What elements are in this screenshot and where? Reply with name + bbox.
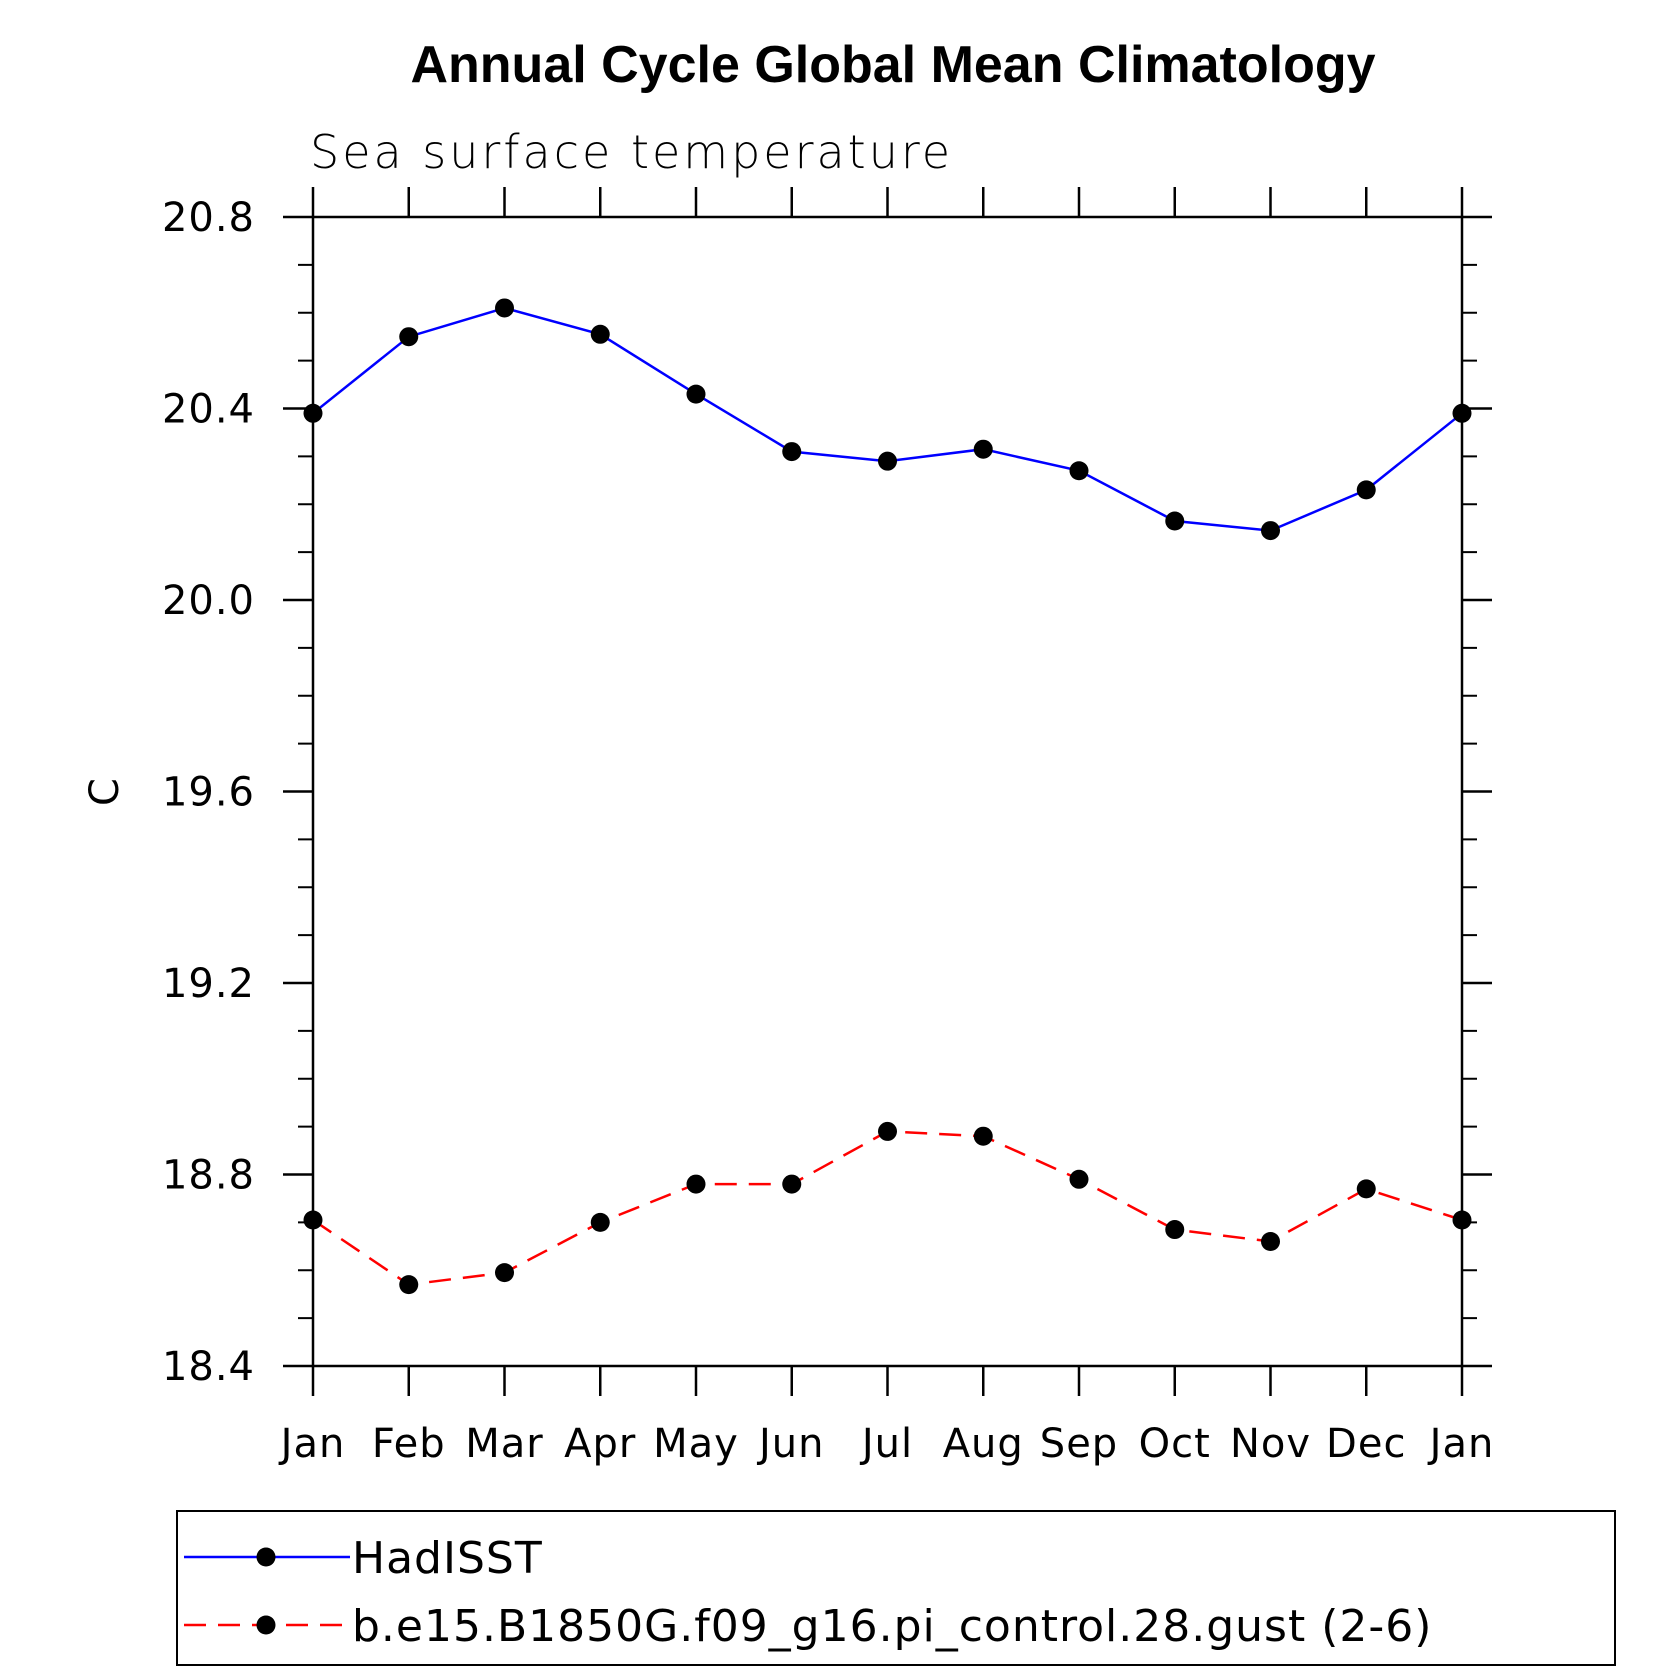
x-tick-label: Feb xyxy=(372,1421,446,1467)
x-tick-label: Mar xyxy=(465,1421,543,1467)
data-point-series-0 xyxy=(399,327,419,347)
data-point-series-0 xyxy=(878,451,897,471)
data-point-series-1 xyxy=(1356,1179,1376,1199)
data-point-series-1 xyxy=(1261,1232,1280,1252)
series-line-1 xyxy=(312,1130,1463,1286)
y-tick-label: 18.8 xyxy=(162,1153,255,1199)
data-point-series-0 xyxy=(590,324,610,344)
data-point-series-1 xyxy=(590,1212,610,1232)
data-point-series-0 xyxy=(1261,521,1280,541)
data-point-series-0 xyxy=(1165,511,1185,531)
chart-title: Annual Cycle Global Mean Climatology xyxy=(410,36,1375,94)
data-point-series-0 xyxy=(303,403,323,423)
data-point-series-1 xyxy=(782,1174,802,1194)
x-tick-label: Jan xyxy=(1427,1421,1495,1467)
data-point-series-0 xyxy=(1069,461,1089,481)
legend-swatch-marker-0 xyxy=(256,1547,276,1567)
x-tick-label: Sep xyxy=(1040,1421,1118,1467)
plot-frame xyxy=(311,215,1464,1368)
x-tick-label: Jan xyxy=(278,1421,346,1467)
data-point-series-1 xyxy=(686,1174,706,1194)
legend-swatch-marker-1 xyxy=(256,1615,276,1635)
x-tick-label: Jul xyxy=(859,1421,913,1467)
data-point-series-1 xyxy=(1165,1220,1185,1240)
data-point-series-1 xyxy=(973,1126,993,1146)
x-tick-label: Oct xyxy=(1139,1421,1211,1467)
x-tick-label: Jun xyxy=(756,1421,825,1467)
data-point-series-1 xyxy=(878,1121,897,1141)
y-tick-label: 20.0 xyxy=(162,578,255,624)
data-point-series-1 xyxy=(1452,1210,1472,1230)
legend-label-1: b.e15.B1850G.f09_g16.pi_control.28.gust … xyxy=(352,1601,1432,1652)
x-tick-label: Apr xyxy=(564,1421,636,1467)
data-point-series-0 xyxy=(686,384,706,404)
data-point-series-1 xyxy=(303,1210,323,1230)
legend-label-0: HadISST xyxy=(352,1533,543,1584)
x-tick-label: Nov xyxy=(1230,1421,1311,1467)
y-tick-label: 20.8 xyxy=(162,195,255,241)
plot-area: 20.8 20.4 20.0 19.6 19.2 18.8 18.4 Jan Feb Mar Apr… xyxy=(162,187,1495,1467)
data-point-series-0 xyxy=(495,298,514,318)
x-tick-label: Aug xyxy=(943,1421,1024,1467)
legend-box xyxy=(176,1510,1616,1666)
legend: HadISST b.e15.B1850G.f09_g16.pi_control.2… xyxy=(176,1510,1616,1666)
x-tick-label: May xyxy=(653,1421,739,1467)
y-tick-label: 20.4 xyxy=(162,387,255,433)
data-point-series-1 xyxy=(1069,1169,1089,1189)
data-point-series-1 xyxy=(399,1275,419,1295)
y-tick-label: 19.2 xyxy=(162,961,255,1007)
y-tick-label: 18.4 xyxy=(162,1344,255,1390)
chart-subtitle: Sea surface temperature xyxy=(310,125,953,179)
series-line-0 xyxy=(312,306,1463,532)
data-point-series-0 xyxy=(782,442,802,462)
y-axis-label: C xyxy=(82,778,128,806)
y-tick-label: 19.6 xyxy=(162,770,255,816)
data-point-series-1 xyxy=(495,1263,514,1283)
data-point-series-0 xyxy=(1356,480,1376,500)
data-point-series-0 xyxy=(1452,403,1472,423)
x-tick-label: Dec xyxy=(1326,1421,1406,1467)
data-point-series-0 xyxy=(973,439,993,459)
